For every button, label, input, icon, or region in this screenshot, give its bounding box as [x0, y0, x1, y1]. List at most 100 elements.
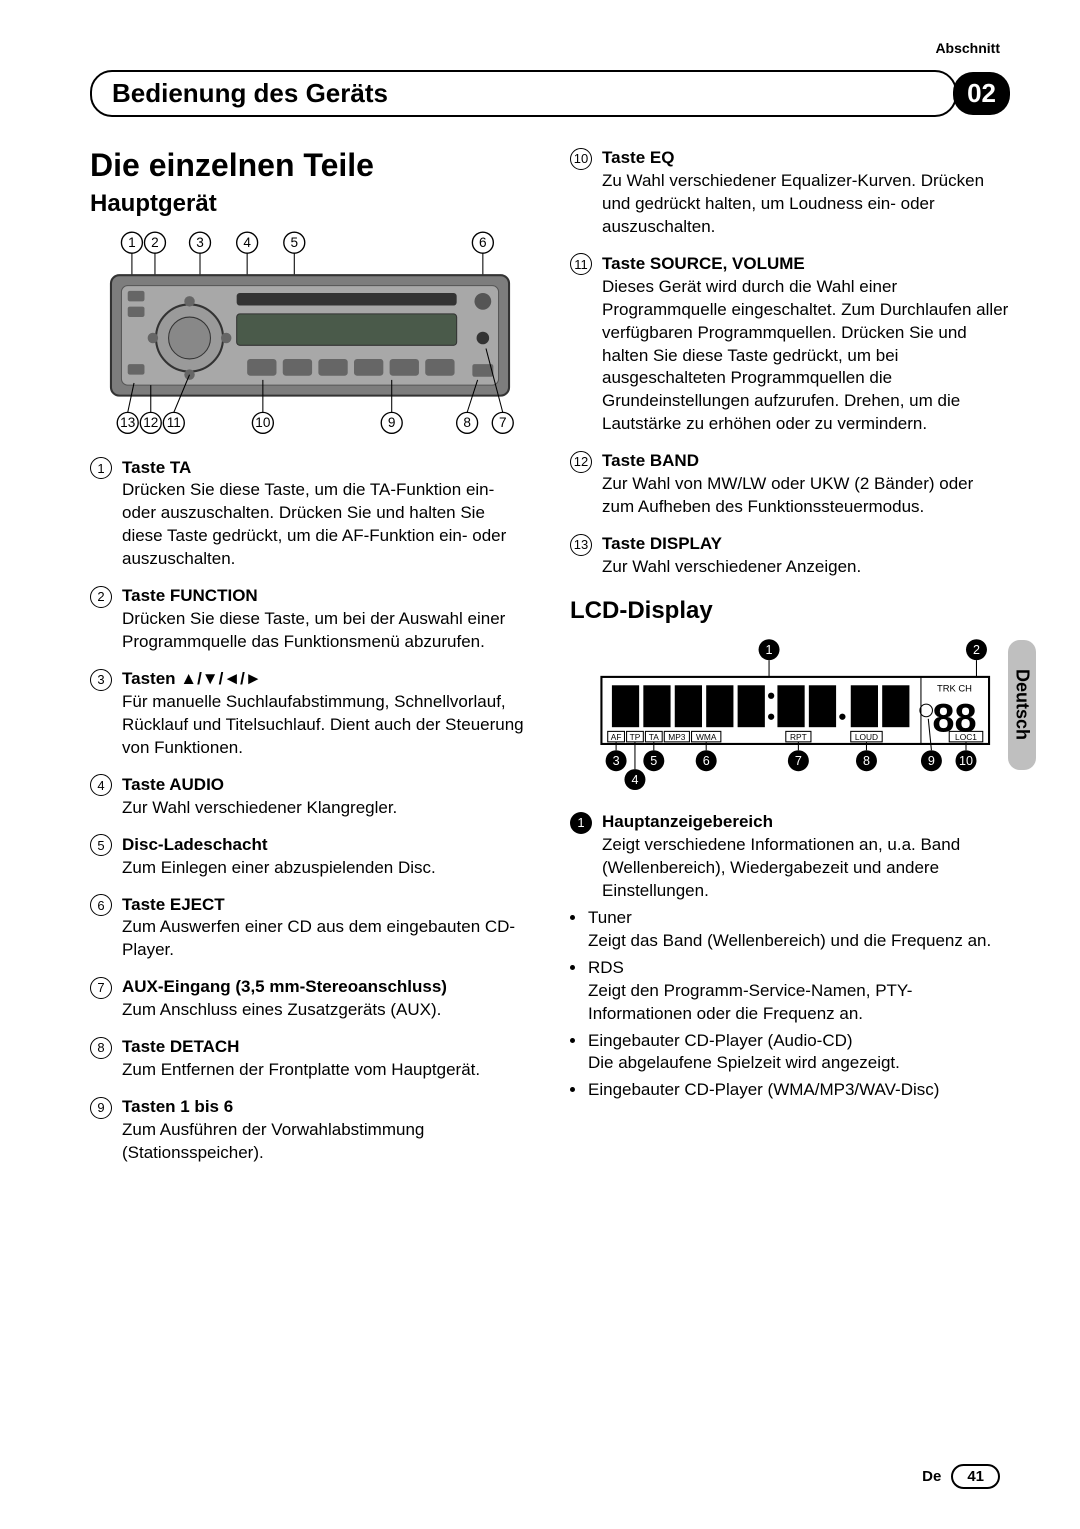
description-item: 2 Taste FUNCTIONDrücken Sie diese Taste, … — [90, 585, 530, 654]
item-title: Taste SOURCE, VOLUME — [602, 253, 805, 276]
description-item: 5 Disc-LadeschachtZum Einlegen einer abzu… — [90, 834, 530, 880]
item-body: Zur Wahl verschiedener Anzeigen. — [570, 556, 1010, 579]
right-column: 10Taste EQZu Wahl verschiedener Equalize… — [570, 147, 1010, 1179]
sub-heading-hauptgeraet: Hauptgerät — [90, 190, 530, 218]
svg-text:8: 8 — [463, 415, 471, 430]
svg-text:TP: TP — [630, 732, 641, 742]
item-title: Disc-Ladeschacht — [122, 834, 268, 857]
svg-text:2: 2 — [151, 235, 159, 250]
svg-text:12: 12 — [143, 415, 158, 430]
sublist-label: Eingebauter CD-Player (WMA/MP3/WAV-Disc) — [588, 1079, 1010, 1102]
item-number-icon: 1 — [90, 457, 112, 479]
description-item: 8 Taste DETACHZum Entfernen der Frontplat… — [90, 1036, 530, 1082]
item-body: Zum Einlegen einer abzuspielenden Disc. — [90, 857, 530, 880]
footer-lang: De — [922, 1468, 941, 1485]
sublist-text: Zeigt das Band (Wellenbereich) und die F… — [588, 930, 1010, 953]
svg-text:8: 8 — [863, 754, 870, 768]
item-title: Taste FUNCTION — [122, 585, 258, 608]
svg-text:TRK CH: TRK CH — [937, 683, 972, 694]
svg-text:6: 6 — [479, 235, 487, 250]
page-footer: De 41 — [922, 1464, 1000, 1489]
sub-heading-lcd: LCD-Display — [570, 597, 1010, 625]
item-title: Taste DISPLAY — [602, 533, 722, 556]
item-number-icon: 5 — [90, 834, 112, 856]
svg-text:10: 10 — [959, 754, 973, 768]
item-number-icon: 8 — [90, 1037, 112, 1059]
svg-text:13: 13 — [120, 415, 135, 430]
item-body: Drücken Sie diese Taste, um bei der Ausw… — [90, 608, 530, 654]
description-item: 3Tasten ▲/▼/◄/►Für manuelle Suchlaufabst… — [90, 668, 530, 760]
svg-text:WMA: WMA — [696, 732, 717, 742]
svg-text:4: 4 — [631, 773, 638, 787]
main-unit-diagram: 1 2 3 4 5 6 — [90, 228, 530, 438]
item-body: Zum Auswerfen einer CD aus dem eingebaut… — [90, 916, 530, 962]
language-tab: Deutsch — [1008, 640, 1036, 770]
item-body: Für manuelle Suchlaufabstimmung, Schnell… — [90, 691, 530, 760]
item-number-icon: 11 — [570, 253, 592, 275]
description-item: 11 Taste SOURCE, VOLUMEDieses Gerät wird … — [570, 253, 1010, 437]
description-item: 7AUX-Eingang (3,5 mm-Stereoanschluss)Zum… — [90, 976, 530, 1022]
item-title: AUX-Eingang (3,5 mm-Stereoanschluss) — [122, 976, 447, 999]
item-number-icon: 2 — [90, 586, 112, 608]
item-body: Zum Ausführen der Vorwahlabstimmung (Sta… — [90, 1119, 530, 1165]
description-item: 9 Tasten 1 bis 6Zum Ausführen der Vorwahl… — [90, 1096, 530, 1165]
item-title: Hauptanzeigebereich — [602, 811, 773, 834]
item-number-icon: 9 — [90, 1097, 112, 1119]
item-number-icon: 1 — [570, 812, 592, 834]
description-item: 4 Taste AUDIOZur Wahl verschiedener Klang… — [90, 774, 530, 820]
section-header: Bedienung des Geräts 02 — [90, 70, 1010, 117]
item-body: Drücken Sie diese Taste, um die TA-Funkt… — [90, 479, 530, 571]
section-number: 02 — [953, 72, 1010, 115]
description-item: 1 HauptanzeigebereichZeigt verschiedene I… — [570, 811, 1010, 1102]
sublist-label: RDS — [588, 957, 1010, 980]
main-heading: Die einzelnen Teile — [90, 147, 530, 184]
sublist-entry: Eingebauter CD-Player (WMA/MP3/WAV-Disc) — [570, 1079, 1010, 1102]
item-number-icon: 13 — [570, 534, 592, 556]
description-item: 10Taste EQZu Wahl verschiedener Equalize… — [570, 147, 1010, 239]
section-title: Bedienung des Geräts — [112, 78, 388, 109]
lcd-diagram: 1 2 TRK CH 88 AF — [570, 635, 1010, 792]
item-body: Zeigt verschiedene Informationen an, u.a… — [570, 834, 1010, 903]
svg-text:MP3: MP3 — [668, 732, 686, 742]
section-label: Abschnitt — [935, 40, 1000, 56]
svg-text:3: 3 — [196, 235, 204, 250]
svg-text:7: 7 — [795, 754, 802, 768]
item-title: Taste TA — [122, 457, 191, 480]
sublist-entry: Eingebauter CD-Player (Audio-CD)Die abge… — [570, 1030, 1010, 1076]
page-number: 41 — [951, 1464, 1000, 1489]
svg-text:9: 9 — [388, 415, 396, 430]
item-number-icon: 6 — [90, 894, 112, 916]
svg-text:5: 5 — [650, 754, 657, 768]
svg-text:3: 3 — [613, 754, 620, 768]
sublist-entry: RDSZeigt den Programm-Service-Namen, PTY… — [570, 957, 1010, 1026]
section-title-pill: Bedienung des Geräts — [90, 70, 957, 117]
svg-text:1: 1 — [128, 235, 136, 250]
item-number-icon: 12 — [570, 451, 592, 473]
item-title: Taste DETACH — [122, 1036, 239, 1059]
description-item: 13 Taste DISPLAYZur Wahl verschiedener An… — [570, 533, 1010, 579]
description-item: 1 Taste TADrücken Sie diese Taste, um die… — [90, 457, 530, 572]
item-body: Zur Wahl von MW/LW oder UKW (2 Bänder) o… — [570, 473, 1010, 519]
svg-text:9: 9 — [928, 754, 935, 768]
item-number-icon: 10 — [570, 148, 592, 170]
item-body: Zum Entfernen der Frontplatte vom Hauptg… — [90, 1059, 530, 1082]
item-body: Dieses Gerät wird durch die Wahl einer P… — [570, 276, 1010, 437]
svg-text:6: 6 — [703, 754, 710, 768]
item-body: Zur Wahl verschiedener Klangregler. — [90, 797, 530, 820]
svg-text:LOUD: LOUD — [855, 732, 878, 742]
sublist-text: Zeigt den Programm-Service-Namen, PTY-In… — [588, 980, 1010, 1026]
svg-text:RPT: RPT — [790, 732, 807, 742]
description-item: 12Taste BANDZur Wahl von MW/LW oder UKW … — [570, 450, 1010, 519]
svg-text:2: 2 — [973, 643, 980, 657]
item-title: Taste AUDIO — [122, 774, 224, 797]
item-title: Taste EJECT — [122, 894, 225, 917]
item-body: Zum Anschluss eines Zusatzgeräts (AUX). — [90, 999, 530, 1022]
sublist-text: Die abgelaufene Spielzeit wird angezeigt… — [588, 1052, 1010, 1075]
svg-text:7: 7 — [499, 415, 507, 430]
sublist-entry: TunerZeigt das Band (Wellenbereich) und … — [570, 907, 1010, 953]
sublist-label: Eingebauter CD-Player (Audio-CD) — [588, 1030, 1010, 1053]
item-title: Tasten 1 bis 6 — [122, 1096, 233, 1119]
item-number-icon: 4 — [90, 774, 112, 796]
left-column: Die einzelnen Teile Hauptgerät 1 2 3 4 5… — [90, 147, 530, 1179]
item-title: Tasten ▲/▼/◄/► — [122, 668, 262, 691]
